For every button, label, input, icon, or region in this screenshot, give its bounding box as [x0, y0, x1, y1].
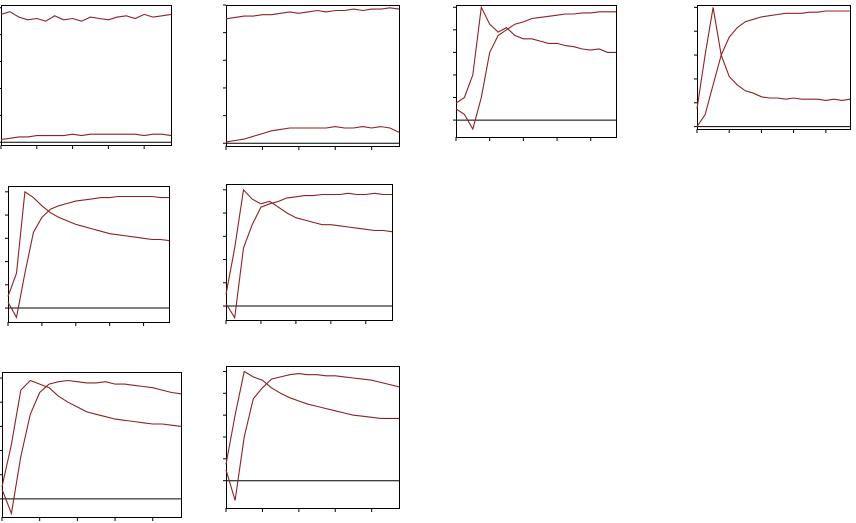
series-line	[696, 7, 851, 109]
series-line	[225, 192, 392, 320]
plot-frame	[2, 372, 182, 518]
plot-frame	[8, 186, 170, 323]
series-line	[7, 190, 170, 297]
series-line	[1, 379, 182, 487]
plot-frame	[226, 366, 400, 509]
plot-frame	[226, 184, 393, 321]
series-line	[0, 11, 172, 22]
plot-frame	[1, 5, 172, 146]
series-line	[7, 195, 169, 319]
series-line	[0, 133, 172, 141]
series-line	[455, 11, 616, 131]
series-line	[1, 379, 182, 516]
series-line	[696, 10, 850, 127]
plot-frame	[456, 5, 617, 138]
series-line	[225, 126, 400, 143]
series-line	[225, 370, 399, 465]
plot-frame	[697, 5, 851, 130]
series-line	[225, 373, 400, 501]
plot-frame	[226, 5, 400, 147]
series-line	[455, 5, 616, 104]
series-line	[225, 188, 393, 295]
series-line	[225, 7, 400, 20]
